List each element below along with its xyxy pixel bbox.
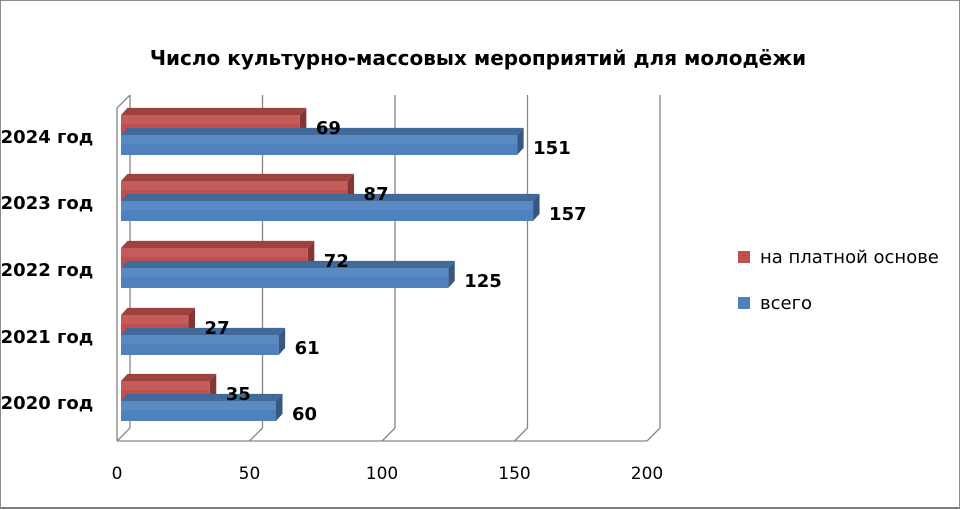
bar-top-face xyxy=(121,327,286,335)
bar-top-face xyxy=(121,193,540,201)
legend-swatch-total xyxy=(738,297,750,309)
data-label: 35 xyxy=(226,384,251,405)
legend-swatch-paid xyxy=(738,251,750,263)
bar-front-face xyxy=(121,401,276,421)
floor-tick xyxy=(249,427,263,442)
bar-top-face xyxy=(121,173,355,181)
bar-highlight xyxy=(121,268,449,277)
x-tick-label: 50 xyxy=(239,464,261,484)
data-label: 60 xyxy=(292,404,317,425)
legend-label-paid: на платной основе xyxy=(760,247,939,268)
bar-top-face xyxy=(121,107,307,115)
bar-front-face xyxy=(121,201,534,221)
labels-layer: 0 50 100 150 200 2020 год 35 60 2021 год 27 61 2022… xyxy=(1,118,664,484)
bar-highlight xyxy=(121,401,276,410)
bar-front-face xyxy=(121,335,279,355)
bar-top-face xyxy=(121,373,217,381)
floor-tick xyxy=(646,427,661,442)
floor-tick xyxy=(116,427,131,442)
bar-top-face xyxy=(121,393,283,401)
legend-label-total: всего xyxy=(760,293,812,314)
bar-side-face xyxy=(517,127,524,155)
bar-top-face xyxy=(121,260,455,268)
floor-tick xyxy=(514,427,528,442)
bar-highlight xyxy=(121,335,279,344)
bars-layer xyxy=(121,107,540,421)
bar-highlight xyxy=(121,115,300,124)
bar-front-face xyxy=(121,268,449,288)
bar-total xyxy=(121,127,524,155)
data-label: 61 xyxy=(295,338,320,359)
data-label: 72 xyxy=(324,251,349,272)
category-label: 2023 год xyxy=(1,193,94,214)
bar-side-face xyxy=(276,393,283,421)
data-label: 87 xyxy=(364,184,389,205)
bar-highlight xyxy=(121,248,308,257)
bar-side-face xyxy=(533,193,540,221)
bar-highlight xyxy=(121,381,210,390)
x-tick-label: 100 xyxy=(366,464,398,484)
data-label: 151 xyxy=(533,138,571,159)
bar-total xyxy=(121,393,283,421)
bar-highlight xyxy=(121,315,189,324)
chart-title: Число культурно-массовых мероприятий для… xyxy=(150,46,806,70)
bar-total xyxy=(121,327,286,355)
data-label: 69 xyxy=(316,118,341,139)
x-tick-label: 0 xyxy=(112,464,123,484)
category-label: 2020 год xyxy=(1,393,94,414)
bar-front-face xyxy=(121,135,518,155)
data-label: 157 xyxy=(549,204,587,225)
x-tick-label: 200 xyxy=(631,464,663,484)
category-label: 2022 год xyxy=(1,260,94,281)
bar-highlight xyxy=(121,135,518,144)
back-wall-edge xyxy=(116,94,131,109)
category-label: 2024 год xyxy=(1,127,94,148)
bar-total xyxy=(121,260,455,288)
floor-tick xyxy=(381,427,396,442)
x-tick-label: 150 xyxy=(498,464,530,484)
category-label: 2021 год xyxy=(1,327,94,348)
bar-side-face xyxy=(448,260,455,288)
bar-side-face xyxy=(278,327,286,355)
data-label: 125 xyxy=(464,271,502,292)
bar-highlight xyxy=(121,201,534,210)
bar-total xyxy=(121,193,540,221)
bar-highlight xyxy=(121,181,348,190)
bar-top-face xyxy=(121,307,196,315)
data-label: 27 xyxy=(205,318,230,339)
bar-top-face xyxy=(121,127,524,135)
bar-top-face xyxy=(121,240,315,248)
legend: на платной основе всего xyxy=(738,247,939,314)
